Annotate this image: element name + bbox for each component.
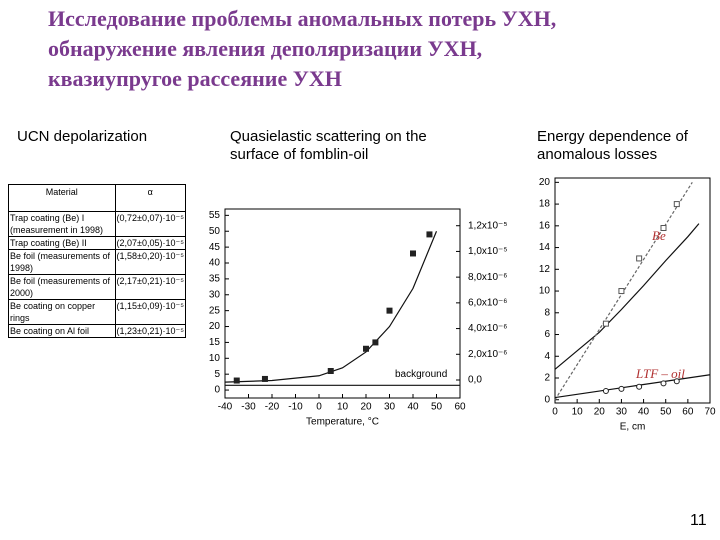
point xyxy=(660,380,667,387)
point xyxy=(618,385,625,392)
title-line: Исследование проблемы аномальных потерь … xyxy=(48,6,557,31)
point xyxy=(673,201,680,208)
point xyxy=(327,368,334,374)
y-tick-label: 15 xyxy=(209,337,221,348)
point xyxy=(636,255,643,262)
y-tick-label: 55 xyxy=(209,210,221,221)
curve xyxy=(554,223,700,370)
y-tick-label: 16 xyxy=(539,220,551,231)
title: Исследование проблемы аномальных потерь … xyxy=(48,4,556,94)
x-tick-label: 60 xyxy=(454,402,466,413)
y2-tick-label: 4,0x10⁻⁶ xyxy=(468,323,507,334)
point xyxy=(372,339,379,346)
y2-tick-label: 8,0x10⁻⁶ xyxy=(468,272,507,283)
point xyxy=(618,288,625,295)
y-tick-label: 50 xyxy=(209,226,221,237)
y-tick-label: 40 xyxy=(209,258,221,269)
x-axis-label: Temperature, °C xyxy=(306,417,379,428)
heading: Energy dependence of anomalous losses xyxy=(537,128,688,163)
point xyxy=(673,378,680,385)
y-tick-label: 5 xyxy=(214,369,220,380)
x-tick-label: 40 xyxy=(638,407,650,418)
y-tick-label: 25 xyxy=(209,305,221,316)
y-tick-label: 45 xyxy=(209,242,221,253)
point xyxy=(602,388,609,395)
x-tick-label: 0 xyxy=(316,402,322,413)
curve xyxy=(554,182,693,401)
y-tick-label: 2 xyxy=(544,373,550,384)
x-tick-label: 20 xyxy=(594,407,606,418)
x-tick-label: 70 xyxy=(704,407,716,418)
point xyxy=(602,320,609,327)
page-number: 11 xyxy=(690,512,707,529)
cell: Trap coating (Be) I (measurement in 1998… xyxy=(8,211,116,237)
y-tick-label: 14 xyxy=(539,242,551,253)
y-tick-label: 35 xyxy=(209,274,221,285)
x-tick-label: 50 xyxy=(431,402,443,413)
cell: Be foil (measurements of 1998) xyxy=(8,249,116,275)
x-tick-label: 30 xyxy=(616,407,628,418)
series-label: Be xyxy=(652,228,666,243)
heading: Quasielastic scattering on the surface o… xyxy=(230,128,427,163)
point xyxy=(636,383,643,390)
y-tick-label: 0 xyxy=(544,394,550,405)
point xyxy=(363,345,369,352)
cell: (1,23±0,21)·10⁻⁵ xyxy=(114,324,187,338)
y-tick-label: 8 xyxy=(544,307,550,318)
y2-tick-label: 0,0 xyxy=(468,375,482,386)
title-line: обнаружение явления деполяризации УХН, xyxy=(48,36,483,61)
y-tick-label: 30 xyxy=(209,289,221,300)
x-tick-label: -10 xyxy=(288,402,303,413)
point xyxy=(426,231,433,238)
y2-tick-label: 1,0x10⁻⁵ xyxy=(468,246,507,257)
y-tick-label: 0 xyxy=(214,385,220,396)
x-tick-label: 40 xyxy=(407,402,419,413)
y-tick-label: 20 xyxy=(539,177,551,188)
plot-frame xyxy=(554,177,711,404)
y-tick-label: 12 xyxy=(539,264,551,275)
y2-tick-label: 1,2x10⁻⁵ xyxy=(468,220,507,231)
y-tick-label: 6 xyxy=(544,329,550,340)
curve xyxy=(224,231,438,383)
y2-tick-label: 6,0x10⁻⁶ xyxy=(468,297,507,308)
point xyxy=(410,250,416,257)
x-tick-label: 0 xyxy=(552,407,558,418)
point xyxy=(660,225,667,231)
series-label: LTF – oil xyxy=(636,366,685,381)
point xyxy=(261,375,268,382)
cell: (1,58±0,20)·10⁻⁵ xyxy=(114,249,187,275)
x-tick-label: 50 xyxy=(660,407,672,418)
y-tick-label: 18 xyxy=(539,199,551,210)
point xyxy=(386,307,393,314)
y2-tick-label: 2,0x10⁻⁶ xyxy=(468,349,507,360)
table: Material α Trap coating (Be) I (measureme… xyxy=(8,184,187,338)
x-tick-label: 10 xyxy=(572,407,584,418)
curve xyxy=(554,374,711,399)
y-tick-label: 20 xyxy=(209,321,221,332)
x-tick-label: 30 xyxy=(384,402,396,413)
y-tick-label: 10 xyxy=(209,353,221,364)
x-tick-label: -30 xyxy=(241,402,256,413)
y-tick-label: 4 xyxy=(544,351,550,362)
heading: UCN depolarization xyxy=(17,128,148,145)
x-tick-label: -40 xyxy=(218,402,233,413)
y-tick-label: 10 xyxy=(539,286,551,297)
x-tick-label: 60 xyxy=(682,407,694,418)
cell: (2,17±0,21)·10⁻⁵ xyxy=(114,274,187,300)
cell: Be foil (measurements of 2000) xyxy=(8,274,116,300)
point xyxy=(233,377,240,384)
x-tick-label: -20 xyxy=(265,402,280,413)
x-axis-label: E, cm xyxy=(620,422,646,433)
title-line: квазиупругое рассеяние УХН xyxy=(48,66,342,91)
annotation: background xyxy=(395,369,448,380)
x-tick-label: 10 xyxy=(337,402,349,413)
x-tick-label: 20 xyxy=(360,402,372,413)
